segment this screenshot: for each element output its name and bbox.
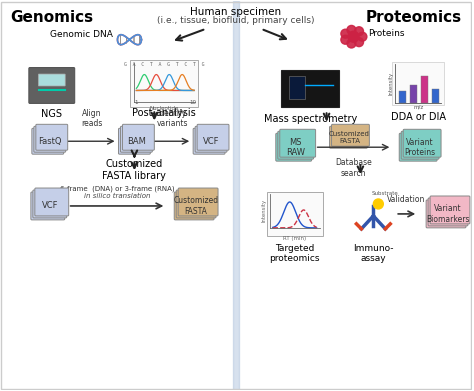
FancyBboxPatch shape	[195, 126, 227, 152]
FancyBboxPatch shape	[193, 128, 225, 154]
FancyBboxPatch shape	[197, 124, 229, 150]
FancyBboxPatch shape	[34, 126, 66, 152]
Circle shape	[355, 27, 364, 36]
FancyBboxPatch shape	[329, 126, 367, 148]
FancyBboxPatch shape	[430, 196, 470, 224]
Text: Proteins: Proteins	[368, 29, 405, 38]
Bar	[281, 70, 338, 108]
Text: Variant
Biomarkers: Variant Biomarkers	[426, 204, 470, 224]
FancyBboxPatch shape	[120, 126, 152, 152]
Text: 10: 10	[190, 100, 197, 106]
FancyBboxPatch shape	[174, 192, 214, 220]
FancyBboxPatch shape	[278, 131, 314, 159]
FancyBboxPatch shape	[35, 188, 69, 216]
Text: Variant
Proteins: Variant Proteins	[405, 138, 436, 157]
Text: NGS: NGS	[41, 109, 62, 119]
Bar	[432, 90, 438, 103]
Text: Intensity: Intensity	[261, 199, 266, 222]
Bar	[130, 59, 198, 108]
FancyBboxPatch shape	[33, 190, 67, 218]
FancyBboxPatch shape	[32, 128, 64, 154]
Circle shape	[348, 31, 359, 42]
FancyBboxPatch shape	[399, 133, 437, 161]
Text: RT (min): RT (min)	[283, 236, 306, 241]
Circle shape	[347, 39, 356, 48]
Text: Validation: Validation	[387, 195, 425, 204]
FancyBboxPatch shape	[426, 200, 466, 228]
FancyBboxPatch shape	[36, 124, 68, 150]
Text: Genomic DNA: Genomic DNA	[50, 30, 113, 39]
Text: Customized
FASTA: Customized FASTA	[329, 131, 370, 144]
Text: Identify
variants: Identify variants	[156, 109, 188, 128]
FancyBboxPatch shape	[401, 131, 439, 159]
FancyBboxPatch shape	[38, 74, 65, 86]
Text: MS
RAW: MS RAW	[286, 138, 305, 157]
Text: Customized
FASTA library: Customized FASTA library	[102, 159, 166, 181]
Text: Substrate: Substrate	[372, 191, 399, 196]
Text: DDA or DIA: DDA or DIA	[391, 112, 446, 122]
Text: 1: 1	[135, 100, 138, 106]
Text: Proteomics: Proteomics	[366, 10, 462, 25]
Text: Database
search: Database search	[335, 158, 372, 178]
FancyBboxPatch shape	[331, 124, 369, 146]
Circle shape	[341, 29, 350, 38]
Text: Align
reads: Align reads	[81, 109, 102, 128]
Text: Immuno-
assay: Immuno- assay	[353, 244, 393, 263]
FancyBboxPatch shape	[118, 128, 150, 154]
Bar	[420, 75, 428, 103]
FancyBboxPatch shape	[176, 190, 216, 218]
Text: Genomics: Genomics	[10, 10, 93, 25]
Bar	[399, 91, 406, 103]
Circle shape	[355, 38, 364, 47]
Bar	[267, 192, 323, 236]
Circle shape	[347, 25, 356, 34]
FancyBboxPatch shape	[178, 188, 218, 216]
Text: in silico translation: in silico translation	[84, 193, 151, 199]
Circle shape	[358, 32, 367, 41]
Text: Human specimen: Human specimen	[191, 7, 282, 17]
Text: Targeted
proteomics: Targeted proteomics	[269, 244, 320, 263]
Text: (i.e., tissue, biofluid, primary cells): (i.e., tissue, biofluid, primary cells)	[157, 16, 315, 25]
Text: Intensity: Intensity	[389, 72, 394, 95]
Bar	[233, 1, 239, 390]
Circle shape	[374, 199, 383, 209]
Text: VCF: VCF	[42, 201, 58, 210]
Text: Customized
FASTA: Customized FASTA	[173, 196, 219, 216]
FancyBboxPatch shape	[403, 129, 441, 157]
Text: Nucleotide: Nucleotide	[150, 106, 179, 111]
FancyBboxPatch shape	[122, 124, 155, 150]
Text: m/z: m/z	[413, 104, 423, 109]
FancyBboxPatch shape	[276, 133, 311, 161]
Bar	[392, 62, 444, 106]
Text: 6-frame  (DNA) or 3-frame (RNA): 6-frame (DNA) or 3-frame (RNA)	[60, 185, 175, 192]
Bar	[289, 75, 305, 99]
Text: FastQ: FastQ	[38, 137, 62, 146]
Text: Post-analysis: Post-analysis	[132, 108, 196, 118]
FancyBboxPatch shape	[428, 198, 468, 226]
FancyBboxPatch shape	[280, 129, 316, 157]
Text: Mass spectrometry: Mass spectrometry	[264, 114, 357, 124]
Bar	[410, 86, 417, 103]
Circle shape	[341, 35, 350, 44]
Text: VCF: VCF	[203, 137, 219, 146]
FancyBboxPatch shape	[29, 68, 75, 103]
FancyBboxPatch shape	[31, 192, 65, 220]
Text: G  A  C  T  A  G  T  C  T  G: G A C T A G T C T G	[124, 62, 204, 66]
Text: BAM: BAM	[127, 137, 146, 146]
